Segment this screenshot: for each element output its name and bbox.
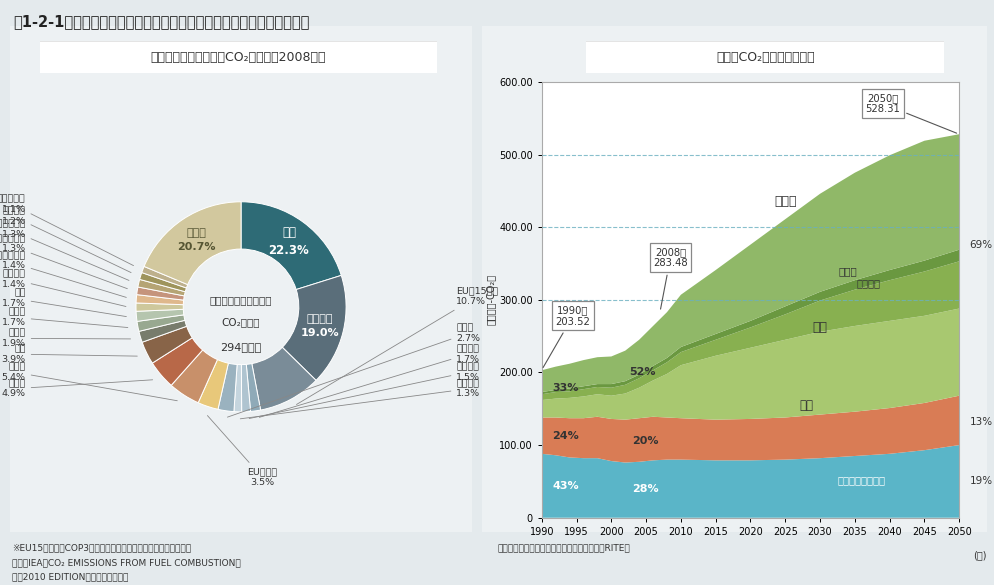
Text: 世界のエネルギー起源: 世界のエネルギー起源 <box>210 295 272 305</box>
Text: その他
20.7%: その他 20.7% <box>177 228 216 252</box>
Text: インド
4.9%: インド 4.9% <box>2 379 153 398</box>
Wedge shape <box>247 364 260 411</box>
Wedge shape <box>138 280 185 296</box>
Wedge shape <box>282 276 346 380</box>
Wedge shape <box>198 360 229 409</box>
Text: その他: その他 <box>774 195 796 208</box>
Text: 世界のCO₂排出長期見通し: 世界のCO₂排出長期見通し <box>716 50 815 64</box>
Text: 日本
3.9%: 日本 3.9% <box>2 345 137 364</box>
Text: オーストラリア
1.4%: オーストラリア 1.4% <box>0 251 126 297</box>
Text: インド: インド <box>839 266 857 276</box>
Text: 削減義務のある国: 削減義務のある国 <box>838 475 886 485</box>
Text: インドネシア
1.3%: インドネシア 1.3% <box>0 219 129 280</box>
Wedge shape <box>139 273 187 292</box>
Text: EU旧15ヶ国
10.7%: EU旧15ヶ国 10.7% <box>296 287 499 404</box>
Wedge shape <box>139 321 187 342</box>
Text: フランス
1.3%: フランス 1.3% <box>241 379 480 419</box>
Text: 資料：IEA「CO₂ EMISSIONS FROM FUEL COMBUSTION」: 資料：IEA「CO₂ EMISSIONS FROM FUEL COMBUSTIO… <box>12 559 241 567</box>
Wedge shape <box>136 303 183 311</box>
Text: 2008年
283.48: 2008年 283.48 <box>653 247 688 309</box>
Wedge shape <box>171 350 218 402</box>
Text: 中国: 中国 <box>812 321 828 334</box>
Text: 294億トン: 294億トン <box>221 342 261 352</box>
Wedge shape <box>136 295 184 305</box>
Text: 43%: 43% <box>552 481 579 491</box>
Text: 1990年
203.52: 1990年 203.52 <box>543 305 590 367</box>
Text: 24%: 24% <box>552 431 579 441</box>
FancyBboxPatch shape <box>580 40 951 74</box>
Wedge shape <box>218 363 238 412</box>
Wedge shape <box>241 202 341 290</box>
Text: ロシア
5.4%: ロシア 5.4% <box>2 362 177 401</box>
Text: 20%: 20% <box>632 436 659 446</box>
Wedge shape <box>137 315 185 331</box>
Text: 世界のエネルギー起源CO₂排出量（2008年）: 世界のエネルギー起源CO₂排出量（2008年） <box>151 50 326 64</box>
Text: 米国: 米国 <box>799 398 813 412</box>
Wedge shape <box>152 338 203 386</box>
Text: ブラジル
1.2%: ブラジル 1.2% <box>2 207 131 273</box>
Wedge shape <box>242 364 250 412</box>
Wedge shape <box>142 326 192 363</box>
Wedge shape <box>142 266 188 288</box>
Text: 2050年
528.31: 2050年 528.31 <box>865 93 956 133</box>
Wedge shape <box>137 287 184 300</box>
Y-axis label: （億トン-CO₂）: （億トン-CO₂） <box>486 274 496 325</box>
Text: CO₂排出量: CO₂排出量 <box>222 318 260 328</box>
Text: 図1-2-1　世界のエネルギー起源二酸化炭素の国別排出量とその見通し: 図1-2-1 世界のエネルギー起源二酸化炭素の国別排出量とその見通し <box>13 15 309 30</box>
Text: EUその他
3.5%: EUその他 3.5% <box>208 415 277 487</box>
Text: 南アフリカ
1.1%: 南アフリカ 1.1% <box>0 194 133 266</box>
Text: カナダ
1.9%: カナダ 1.9% <box>2 329 130 348</box>
FancyBboxPatch shape <box>32 40 445 74</box>
Text: イタリア
1.5%: イタリア 1.5% <box>249 362 480 418</box>
Text: イラン
1.7%: イラン 1.7% <box>2 308 128 328</box>
Text: アメリカ
19.0%: アメリカ 19.0% <box>300 314 339 338</box>
Text: ブラジル: ブラジル <box>857 278 881 288</box>
Text: 韓国
1.7%: 韓国 1.7% <box>2 289 126 316</box>
Wedge shape <box>251 347 316 410</box>
Text: 出典：財団法人地球環境産業技術研究機構（RITE）: 出典：財団法人地球環境産業技術研究機構（RITE） <box>497 543 630 552</box>
Text: 33%: 33% <box>552 383 579 394</box>
Text: ※EU15ヶ国は、COP3（京都会議）開催時点での加盟国数である: ※EU15ヶ国は、COP3（京都会議）開催時点での加盟国数である <box>12 543 191 552</box>
Text: 19%: 19% <box>969 476 993 486</box>
Text: 28%: 28% <box>632 484 659 494</box>
Wedge shape <box>136 309 184 321</box>
Text: 2010 EDITIONを元に環境省作成: 2010 EDITIONを元に環境省作成 <box>12 572 128 581</box>
Wedge shape <box>144 202 242 285</box>
Text: 中国
22.3%: 中国 22.3% <box>268 226 309 257</box>
Text: メキシコ
1.4%: メキシコ 1.4% <box>2 270 126 307</box>
Text: 69%: 69% <box>969 240 993 250</box>
Text: イギリス
1.7%: イギリス 1.7% <box>259 345 480 417</box>
Text: 13%: 13% <box>969 417 993 427</box>
Wedge shape <box>234 364 242 412</box>
Text: ドイツ
2.7%: ドイツ 2.7% <box>228 324 480 417</box>
Text: 52%: 52% <box>628 367 655 377</box>
Text: (年): (年) <box>973 550 987 560</box>
Text: サウジアラビア
1.3%: サウジアラビア 1.3% <box>0 234 127 288</box>
